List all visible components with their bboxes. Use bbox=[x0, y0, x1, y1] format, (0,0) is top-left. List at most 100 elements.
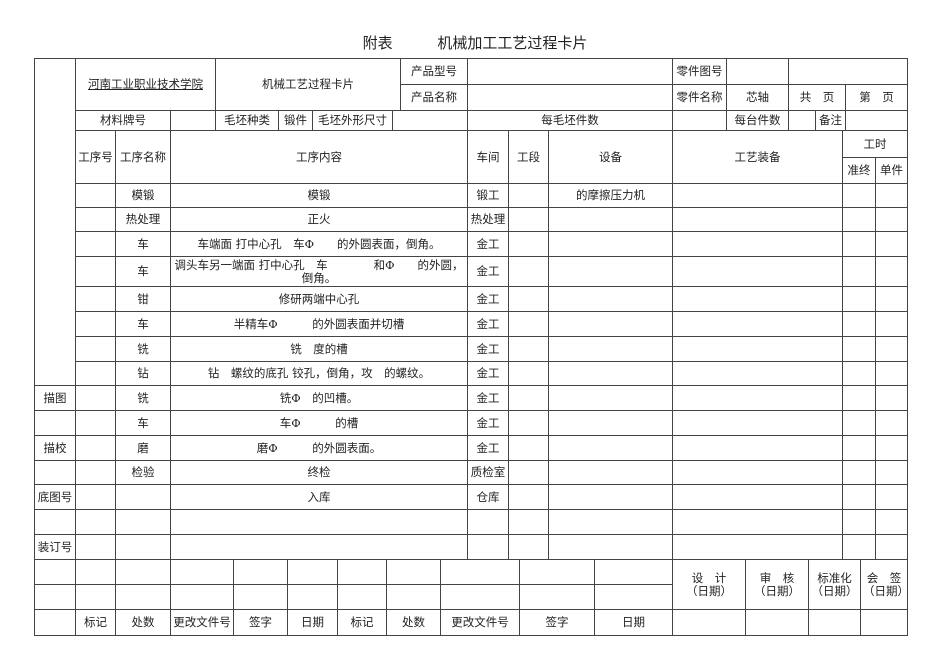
workshop-cell bbox=[467, 509, 509, 535]
setup-cell bbox=[842, 183, 876, 208]
part-drawing-value bbox=[726, 58, 789, 85]
part-drawing-label: 零件图号 bbox=[672, 58, 727, 85]
op-no-cell bbox=[75, 183, 116, 208]
revision-cell bbox=[233, 559, 288, 585]
side-label: 底图号 bbox=[34, 484, 76, 510]
per-blank-label: 每毛坯件数 bbox=[467, 110, 673, 131]
section-cell bbox=[508, 311, 549, 337]
equipment-cell bbox=[548, 385, 673, 411]
per-unit-value bbox=[788, 110, 816, 131]
equipment-cell bbox=[548, 509, 673, 535]
col-op-content: 工序内容 bbox=[170, 130, 468, 184]
op-content-cell bbox=[170, 509, 468, 535]
tooling-cell bbox=[672, 410, 843, 436]
setup-cell bbox=[842, 311, 876, 337]
workshop-cell: 金工 bbox=[467, 410, 509, 436]
revision-cell bbox=[34, 559, 76, 585]
unit-cell bbox=[875, 256, 908, 287]
tooling-cell bbox=[672, 311, 843, 337]
tooling-cell bbox=[672, 183, 843, 208]
op-name-cell: 模锻 bbox=[115, 183, 171, 208]
op-content-cell: 调头车另一端面 打中心孔 车 和Φ 的外圆，倒角。 bbox=[170, 256, 468, 287]
unit-cell bbox=[875, 231, 908, 257]
op-no-cell bbox=[75, 207, 116, 232]
equipment-cell bbox=[548, 534, 673, 560]
equipment-cell bbox=[548, 207, 673, 232]
section-cell bbox=[508, 534, 549, 560]
setup-cell bbox=[842, 256, 876, 287]
section-cell bbox=[508, 484, 549, 510]
op-name-cell bbox=[115, 534, 171, 560]
op-name-cell: 热处理 bbox=[115, 207, 171, 232]
section-cell bbox=[508, 361, 549, 386]
tooling-cell bbox=[672, 286, 843, 312]
tooling-cell bbox=[672, 460, 843, 485]
workshop-cell: 金工 bbox=[467, 311, 509, 337]
unit-cell bbox=[875, 435, 908, 461]
tooling-cell bbox=[672, 484, 843, 510]
op-name-cell: 车 bbox=[115, 256, 171, 287]
workshop-cell: 金工 bbox=[467, 435, 509, 461]
unit-cell bbox=[875, 385, 908, 411]
unit-cell bbox=[875, 410, 908, 436]
unit-cell bbox=[875, 484, 908, 510]
op-no-cell bbox=[75, 509, 116, 535]
unit-cell bbox=[875, 460, 908, 485]
revision-label: 更改文件号 bbox=[440, 609, 520, 636]
side-label: 描校 bbox=[34, 435, 76, 461]
col-op-name: 工序名称 bbox=[115, 130, 171, 184]
op-content-cell: 钻 螺纹的底孔 铰孔，倒角，攻 的螺纹。 bbox=[170, 361, 468, 386]
revision-cell bbox=[337, 584, 387, 610]
section-cell bbox=[508, 460, 549, 485]
product-model-value bbox=[467, 58, 673, 85]
workshop-cell bbox=[467, 534, 509, 560]
workshop-cell: 质检室 bbox=[467, 460, 509, 485]
side-cell bbox=[34, 410, 76, 436]
col-setup: 准终 bbox=[842, 157, 876, 184]
tooling-cell bbox=[672, 231, 843, 257]
unit-cell bbox=[875, 286, 908, 312]
revision-cell bbox=[34, 584, 76, 610]
op-no-cell bbox=[75, 460, 116, 485]
revision-cell bbox=[386, 584, 441, 610]
material-value bbox=[170, 110, 216, 131]
revision-cell bbox=[594, 559, 673, 585]
setup-cell bbox=[842, 286, 876, 312]
product-name-label: 产品名称 bbox=[400, 84, 468, 111]
revision-cell bbox=[519, 584, 595, 610]
revision-cell bbox=[233, 584, 288, 610]
equipment-cell bbox=[548, 256, 673, 287]
tooling-cell bbox=[672, 256, 843, 287]
card-title: 机械工艺过程卡片 bbox=[215, 58, 401, 111]
op-no-cell bbox=[75, 484, 116, 510]
tooling-cell bbox=[672, 509, 843, 535]
standard-sign-label: 标准化 （日期） bbox=[808, 559, 861, 610]
unit-cell bbox=[875, 311, 908, 337]
setup-cell bbox=[842, 207, 876, 232]
col-workshop: 车间 bbox=[467, 130, 509, 184]
section-cell bbox=[508, 256, 549, 287]
revision-label: 签字 bbox=[233, 609, 288, 636]
setup-cell bbox=[842, 534, 876, 560]
side-cell bbox=[34, 509, 76, 535]
equipment-cell: 的摩擦压力机 bbox=[548, 183, 673, 208]
col-unit: 单件 bbox=[875, 157, 908, 184]
workshop-cell: 仓库 bbox=[467, 484, 509, 510]
workshop-cell: 金工 bbox=[467, 231, 509, 257]
material-label: 材料牌号 bbox=[75, 110, 171, 131]
revision-cell bbox=[287, 559, 338, 585]
revision-cell bbox=[115, 584, 171, 610]
unit-cell bbox=[875, 361, 908, 386]
remarks-value bbox=[845, 110, 908, 131]
revision-label: 签字 bbox=[519, 609, 595, 636]
section-cell bbox=[508, 336, 549, 362]
side-cell bbox=[34, 460, 76, 485]
blank-type-label: 毛坯种类 bbox=[215, 110, 279, 131]
unit-cell bbox=[875, 509, 908, 535]
section-cell bbox=[508, 410, 549, 436]
revision-label: 日期 bbox=[594, 609, 673, 636]
op-name-cell: 钻 bbox=[115, 361, 171, 386]
op-no-cell bbox=[75, 311, 116, 337]
revision-cell bbox=[75, 584, 116, 610]
setup-cell bbox=[842, 435, 876, 461]
